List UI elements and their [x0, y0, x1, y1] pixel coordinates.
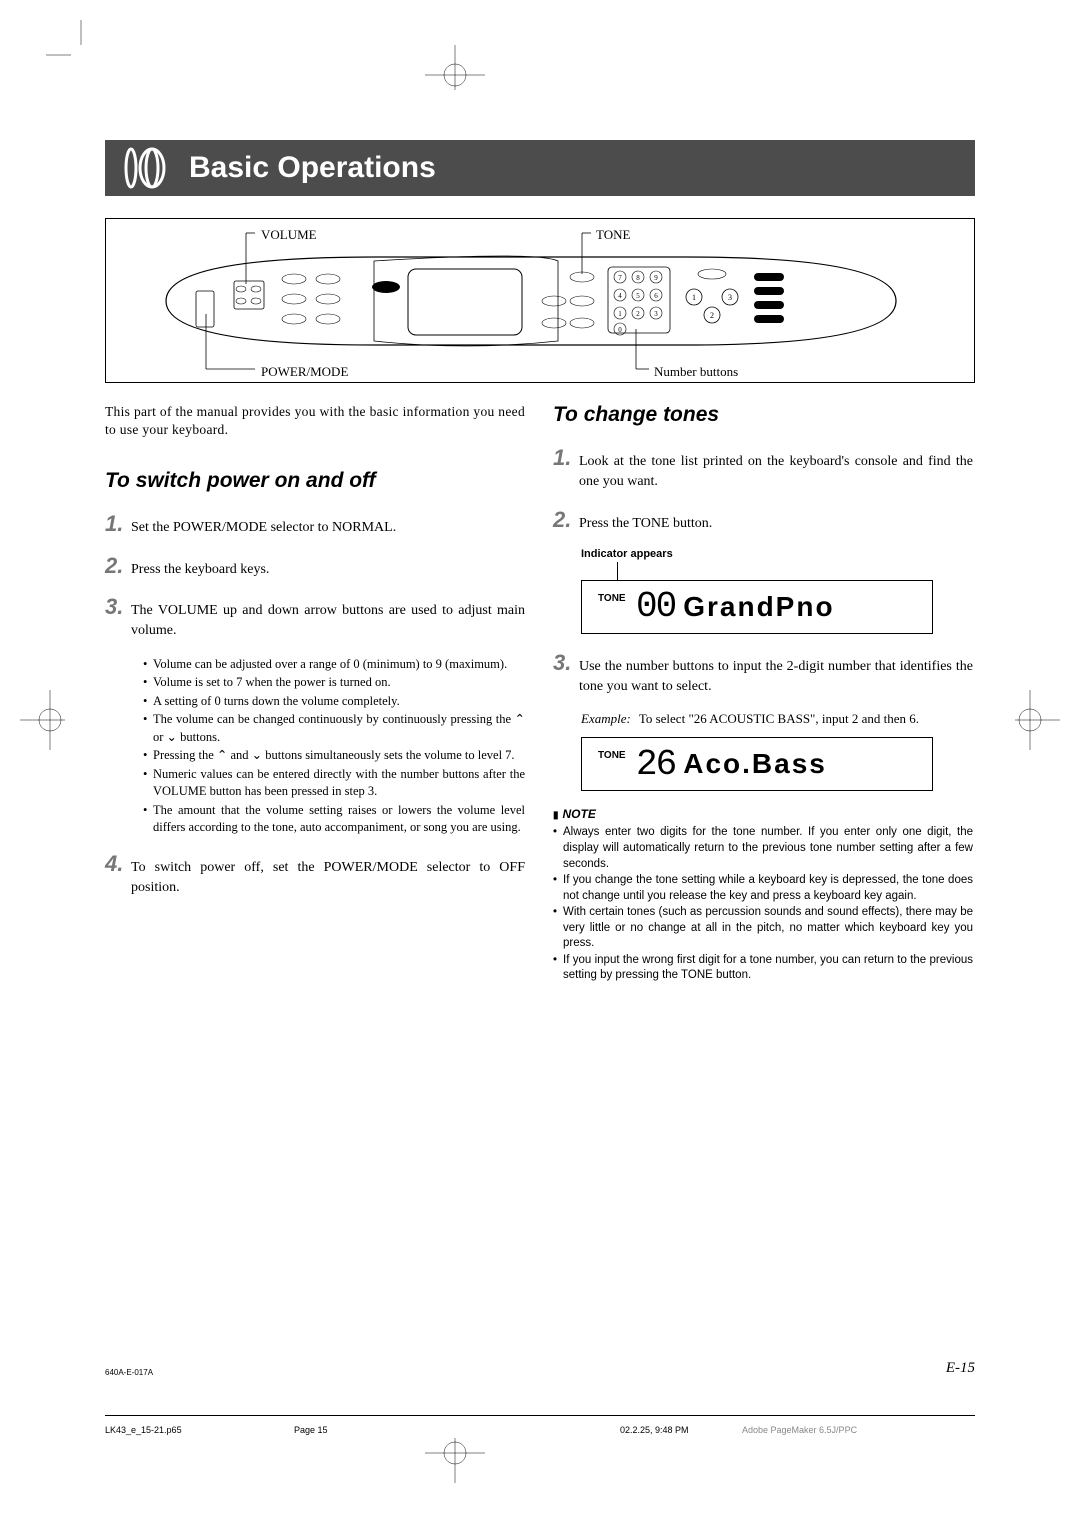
step-number: 2. [553, 507, 579, 533]
section-heading-tones: To change tones [553, 403, 973, 427]
svg-text:6: 6 [654, 292, 658, 300]
step-number: 2. [105, 553, 131, 579]
crop-mark-tl [46, 20, 106, 80]
lcd-tone-label: TONE [598, 593, 626, 604]
step-text: Use the number buttons to input the 2-di… [579, 657, 973, 698]
indicator-label: Indicator appears [581, 548, 973, 560]
footer-code: 640A-E-017A [105, 1368, 153, 1377]
right-column: To change tones 1. Look at the tone list… [553, 403, 973, 985]
step-number: 3. [553, 650, 579, 676]
note-item: If you input the wrong first digit for a… [553, 953, 973, 984]
lcd-tone-label: TONE [598, 750, 626, 761]
step-1: 1. Set the POWER/MODE selector to NORMAL… [105, 511, 525, 538]
svg-text:7: 7 [618, 274, 622, 282]
section-heading-power: To switch power on and off [105, 469, 525, 493]
crop-mark-top-center [415, 45, 495, 95]
lcd-number: 00 [636, 586, 675, 627]
step-3: 3. The VOLUME up and down arrow buttons … [105, 594, 525, 642]
bullet: A setting of 0 turns down the volume com… [143, 693, 525, 711]
svg-text:8: 8 [636, 274, 640, 282]
footer-page: Page 15 [294, 1425, 328, 1435]
step-text: Press the keyboard keys. [131, 560, 525, 580]
lcd-display-2: TONE 26 Aco.Bass [581, 737, 933, 791]
note-bullets: Always enter two digits for the tone num… [553, 825, 973, 983]
intro-text: This part of the manual provides you wit… [105, 403, 525, 439]
bullet: The volume can be changed continuously b… [143, 711, 525, 746]
bullet: Pressing the ⌃ and ⌄ buttons simultaneou… [143, 747, 525, 765]
page-content: Basic Operations VOLUME TONE POWER/MODE … [105, 140, 975, 985]
svg-text:0: 0 [618, 326, 622, 334]
step-number: 1. [553, 445, 579, 471]
step-number: 3. [105, 594, 131, 620]
step-text: Set the POWER/MODE selector to NORMAL. [131, 518, 525, 538]
step-number: 4. [105, 851, 131, 877]
lcd-text: Aco.Bass [683, 748, 827, 780]
bullet: The amount that the volume setting raise… [143, 802, 525, 837]
volume-bullets: Volume can be adjusted over a range of 0… [143, 656, 525, 837]
footer-date: 02.2.25, 9:48 PM [620, 1425, 689, 1435]
note-item: With certain tones (such as percussion s… [553, 905, 973, 952]
svg-text:1: 1 [692, 293, 696, 302]
left-column: This part of the manual provides you wit… [105, 403, 525, 985]
lcd-display-1: TONE 00 GrandPno [581, 580, 933, 634]
example: Example: To select "26 ACOUSTIC BASS", i… [581, 711, 973, 727]
note-heading: NOTE [553, 807, 973, 821]
page-title: Basic Operations [189, 151, 436, 185]
footer-app: Adobe PageMaker 6.5J/PPC [742, 1425, 857, 1435]
step-text: The VOLUME up and down arrow buttons are… [131, 601, 525, 642]
footer-line [105, 1415, 975, 1416]
title-icon [119, 147, 171, 189]
example-label: Example: [581, 711, 631, 727]
footer-file: LK43_e_15-21.p65 [105, 1425, 182, 1435]
svg-text:3: 3 [654, 310, 658, 318]
step-text: To switch power off, set the POWER/MODE … [131, 858, 525, 899]
step-3: 3. Use the number buttons to input the 2… [553, 650, 973, 698]
svg-text:3: 3 [728, 293, 732, 302]
indicator-line [617, 562, 618, 580]
step-number: 1. [105, 511, 131, 537]
note-item: If you change the tone setting while a k… [553, 873, 973, 904]
step-text: Press the TONE button. [579, 514, 973, 534]
step-2: 2. Press the keyboard keys. [105, 553, 525, 580]
step-2: 2. Press the TONE button. [553, 507, 973, 534]
lcd-number: 26 [636, 744, 675, 785]
example-text: To select "26 ACOUSTIC BASS", input 2 an… [639, 711, 919, 727]
bullet: Numeric values can be entered directly w… [143, 766, 525, 801]
crop-mark-left-center [20, 680, 70, 760]
keyboard-panel-svg: 7 8 9 4 5 6 1 2 3 0 1 3 2 [106, 219, 974, 382]
svg-text:2: 2 [636, 310, 640, 318]
step-text: Look at the tone list printed on the key… [579, 452, 973, 493]
crop-mark-bottom-center [415, 1433, 495, 1483]
crop-mark-right-center [1010, 680, 1060, 760]
note-item: Always enter two digits for the tone num… [553, 825, 973, 872]
lcd-text: GrandPno [683, 591, 834, 623]
svg-text:5: 5 [636, 292, 640, 300]
title-bar: Basic Operations [105, 140, 975, 196]
bullet: Volume is set to 7 when the power is tur… [143, 674, 525, 692]
svg-text:1: 1 [618, 310, 622, 318]
svg-text:4: 4 [618, 292, 622, 300]
bullet: Volume can be adjusted over a range of 0… [143, 656, 525, 674]
svg-text:9: 9 [654, 274, 658, 282]
page-number: E-15 [946, 1360, 975, 1377]
keyboard-diagram: VOLUME TONE POWER/MODE Number buttons [105, 218, 975, 383]
svg-text:2: 2 [710, 311, 714, 320]
step-4: 4. To switch power off, set the POWER/MO… [105, 851, 525, 899]
step-1: 1. Look at the tone list printed on the … [553, 445, 973, 493]
